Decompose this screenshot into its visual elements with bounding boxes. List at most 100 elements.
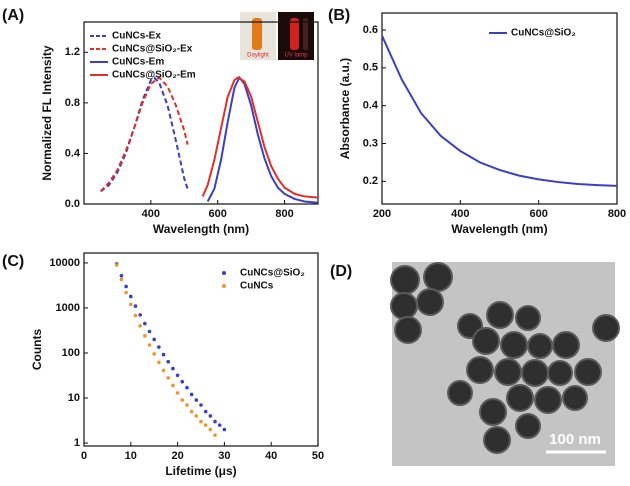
series-line — [382, 36, 617, 186]
series-line — [101, 78, 188, 192]
y-tick-label: 100 — [62, 347, 80, 359]
panel-label: (D) — [330, 263, 352, 280]
x-tick-label: 20 — [171, 450, 183, 462]
vial-glow — [290, 18, 299, 50]
data-point — [162, 353, 166, 357]
data-point — [148, 343, 152, 347]
data-point — [213, 420, 217, 424]
data-point — [129, 303, 133, 307]
data-point — [195, 398, 199, 402]
x-axis-label: Wavelength (nm) — [451, 222, 547, 236]
legend-label: CuNCs@SiO₂-Ex — [112, 44, 193, 55]
y-axis-label: Absorbance (a.u.) — [338, 58, 352, 159]
data-point — [115, 263, 119, 267]
data-point — [209, 428, 213, 432]
tem-image: 100 nm — [391, 262, 619, 466]
data-point — [185, 403, 189, 407]
data-point — [209, 414, 213, 418]
data-point — [176, 391, 180, 395]
x-tick-label: 600 — [209, 208, 227, 220]
y-tick-label: 0.6 — [363, 24, 378, 36]
x-axis-label: Lifetime (μs) — [165, 464, 236, 478]
y-tick-label: 0.0 — [65, 198, 80, 210]
legend-swatch — [222, 284, 226, 288]
y-tick-label: 0.3 — [363, 137, 378, 149]
y-tick-label: 10000 — [49, 257, 80, 269]
data-point — [120, 274, 124, 278]
data-point — [199, 420, 203, 424]
legend-label: CuNCs-Ex — [112, 31, 161, 42]
inset-photos: Daylight UV lamp — [240, 12, 314, 60]
panel-label: (B) — [328, 7, 350, 24]
scale-bar-label: 100 nm — [549, 431, 601, 448]
data-point — [124, 291, 128, 295]
y-axis-label: Normalized FL Intensity — [40, 45, 54, 180]
x-tick-label: 10 — [125, 450, 137, 462]
data-point — [138, 313, 142, 317]
data-point — [199, 403, 203, 407]
data-point — [218, 423, 222, 427]
x-tick-label: 40 — [265, 450, 277, 462]
data-point — [152, 352, 156, 356]
x-tick-label: 30 — [218, 450, 230, 462]
x-tick-label: 600 — [529, 208, 547, 220]
data-point — [223, 428, 227, 432]
x-tick-label: 200 — [373, 208, 391, 220]
data-point — [143, 334, 147, 338]
data-point — [157, 345, 161, 349]
y-tick-label: 0.4 — [363, 100, 379, 112]
y-tick-label: 1.2 — [65, 46, 80, 58]
legend-label: CuNCs@SiO₂ — [511, 28, 576, 39]
inset-label: UV lamp — [284, 53, 308, 59]
data-point — [134, 314, 138, 318]
data-point — [190, 410, 194, 414]
legend-label: CuNCs — [240, 281, 274, 292]
x-tick-label: 400 — [142, 208, 160, 220]
data-point — [213, 433, 217, 437]
data-point — [185, 386, 189, 390]
legend-label: CuNCs-Em — [112, 57, 164, 68]
vial — [252, 18, 262, 50]
x-tick-label: 800 — [275, 208, 293, 220]
data-point — [180, 398, 184, 402]
data-point — [190, 393, 194, 397]
plot-frame — [382, 13, 617, 204]
x-axis-label: Wavelength (nm) — [153, 222, 249, 236]
y-tick-label: 10 — [68, 392, 80, 404]
data-point — [204, 410, 208, 414]
data-point — [148, 330, 152, 334]
data-point — [120, 278, 124, 282]
panel-label: (A) — [2, 7, 24, 24]
data-point — [124, 285, 128, 289]
x-tick-label: 400 — [451, 208, 469, 220]
data-point — [171, 384, 175, 388]
data-point — [180, 380, 184, 384]
data-point — [204, 423, 208, 427]
figure: Daylight UV lamp 100 nm (D) (A)400600800… — [0, 0, 630, 486]
series-line — [203, 78, 318, 198]
x-tick-label: 800 — [608, 208, 626, 220]
data-point — [171, 367, 175, 371]
data-point — [152, 338, 156, 342]
y-axis-label: Counts — [30, 329, 44, 371]
y-tick-label: 1 — [74, 437, 80, 449]
y-tick-label: 0.4 — [65, 147, 81, 159]
y-tick-label: 0.2 — [363, 175, 378, 187]
legend-label: CuNCs@SiO₂-Em — [112, 70, 196, 81]
data-point — [134, 304, 138, 308]
y-tick-label: 0.5 — [363, 62, 378, 74]
vial — [303, 18, 308, 50]
data-point — [162, 369, 166, 373]
data-point — [195, 414, 199, 418]
data-point — [157, 361, 161, 365]
panel-label: (C) — [2, 253, 24, 270]
data-point — [129, 295, 133, 299]
plot-frame — [84, 253, 318, 446]
data-point — [138, 324, 142, 328]
data-point — [143, 322, 147, 326]
data-point — [166, 360, 170, 364]
x-tick-label: 50 — [312, 450, 324, 462]
x-tick-label: 0 — [81, 450, 87, 462]
data-point — [176, 373, 180, 377]
inset-label: Daylight — [247, 53, 269, 59]
